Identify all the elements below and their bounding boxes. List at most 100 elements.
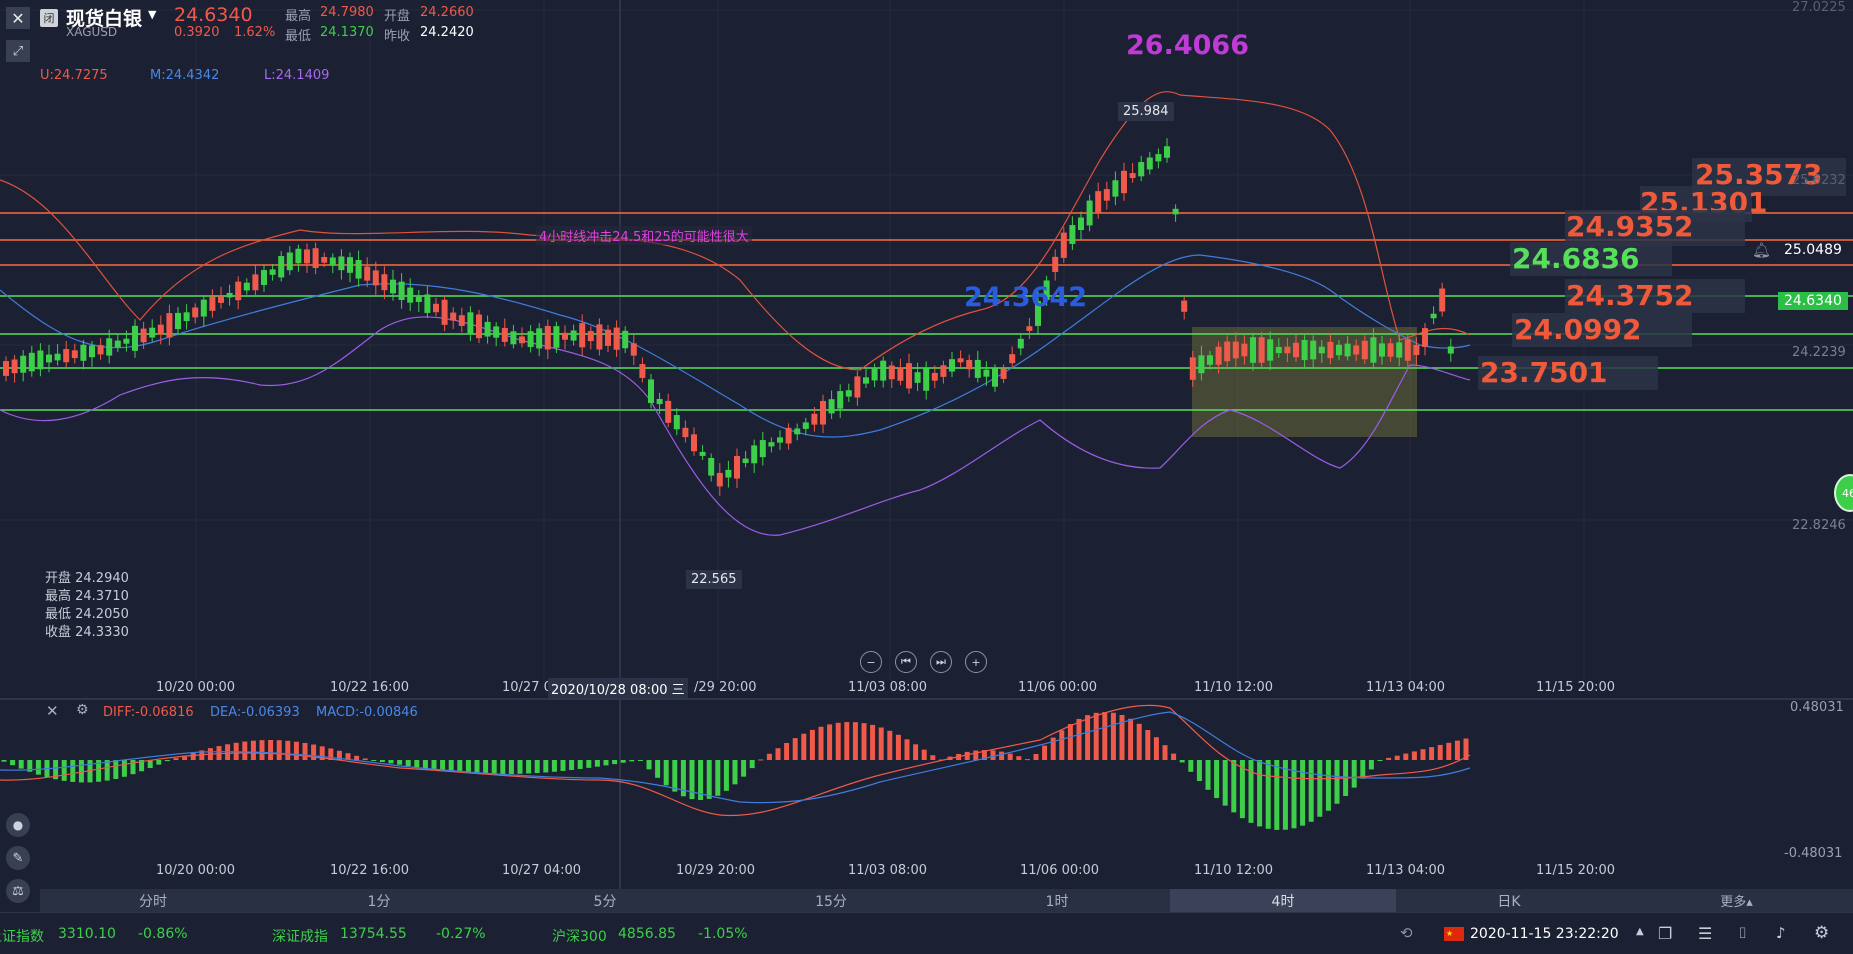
macd-bar — [259, 740, 265, 760]
macd-dea-value: DEA:-0.06393 — [210, 705, 300, 720]
macd-bar — [1368, 760, 1374, 770]
candle-body — [1035, 301, 1041, 326]
boll-middle-value: M:24.4342 — [150, 68, 220, 83]
macd-bar — [354, 755, 360, 760]
macd-bar — [182, 755, 188, 760]
sound-icon[interactable]: ♪ — [1776, 924, 1786, 942]
macd-bar — [852, 722, 858, 760]
macd-bar — [362, 758, 368, 760]
tab-timeframe[interactable]: 1分 — [367, 893, 391, 910]
candle-body — [1103, 189, 1110, 201]
prevclose-value: 24.2420 — [420, 25, 474, 40]
tab-timeframe[interactable]: 1时 — [1045, 893, 1069, 910]
price-axis-alert: 25.0489 — [1784, 242, 1842, 258]
macd-bar — [981, 750, 987, 760]
crosshair-time-label: 2020/10/28 08:00 三 — [548, 678, 688, 699]
macd-bar — [1317, 760, 1323, 817]
open-value: 24.2660 — [420, 5, 474, 20]
macd-chart[interactable] — [0, 700, 1853, 890]
expand-up-icon[interactable]: ▲ — [1636, 926, 1644, 937]
instrument-dropdown-icon[interactable]: ▼ — [148, 8, 157, 21]
candle-body — [992, 368, 998, 387]
macd-bar — [1222, 760, 1228, 806]
zoom-in-icon[interactable]: + — [965, 651, 987, 673]
candle-body — [1379, 343, 1385, 357]
macd-bar — [431, 760, 437, 770]
candle-body — [1413, 344, 1420, 356]
macd-bar — [775, 748, 781, 760]
macd-bar — [878, 727, 884, 760]
candle-body — [1232, 341, 1239, 359]
macd-bar — [371, 760, 377, 761]
macd-bar — [130, 760, 136, 775]
index-name[interactable]: 沪深300 — [552, 929, 607, 945]
index-name[interactable]: 深证成指 — [272, 929, 328, 945]
candle-body — [811, 413, 818, 425]
macd-bar — [844, 722, 850, 760]
macd-bar — [173, 758, 179, 760]
instrument-name[interactable]: 现货白银 — [66, 8, 143, 30]
candle-body — [157, 324, 164, 335]
index-name[interactable]: 上证指数 — [0, 929, 44, 945]
tab-timeframe-active[interactable]: 4时 — [1170, 889, 1396, 912]
indicator-icon[interactable]: ⚖ — [6, 879, 30, 903]
china-flag-icon: ★ — [1444, 927, 1464, 941]
candle-body — [1009, 354, 1016, 364]
candle-body — [501, 327, 508, 342]
candle-body — [1215, 346, 1222, 365]
tab-more[interactable]: 更多▴ — [1720, 895, 1753, 910]
chart-annotation[interactable]: 4小时线冲击24.5和25的可能性很大 — [536, 226, 752, 245]
scroll-start-icon[interactable]: ⏮ — [895, 651, 917, 673]
crosshair-tool-icon[interactable]: ⤢ — [6, 40, 30, 62]
candle-body — [1293, 342, 1299, 358]
level-label-3: 24.9352 — [1566, 210, 1694, 243]
hover-low: 最低 24.2050 — [45, 607, 129, 622]
candle-body — [458, 315, 465, 326]
candle-body — [828, 399, 835, 414]
tab-timeframe[interactable]: 5分 — [593, 893, 617, 910]
macd-bar — [1265, 760, 1271, 829]
connection-icon[interactable]: ⟲ — [1400, 924, 1413, 942]
candle-body — [1318, 346, 1325, 354]
panel-divider[interactable] — [0, 698, 1853, 700]
candle-body — [1000, 368, 1007, 379]
market-closed-badge: 闭 — [40, 9, 58, 27]
scroll-end-icon[interactable]: ⏭ — [930, 651, 952, 673]
window-icon[interactable]: ❐ — [1658, 924, 1673, 943]
close-button[interactable]: ✕ — [6, 7, 30, 29]
draw-tool-icon[interactable]: ● — [6, 813, 30, 837]
candle-body — [536, 328, 543, 349]
zoom-out-icon[interactable]: − — [860, 651, 882, 673]
tab-timeframe[interactable]: 分时 — [139, 893, 167, 910]
tab-timeframe[interactable]: 15分 — [815, 893, 847, 910]
time-axis-label: 11/13 04:00 — [1366, 680, 1446, 695]
list-icon[interactable]: ☰ — [1698, 924, 1713, 943]
macd-settings-icon[interactable]: ⚙ — [76, 702, 89, 718]
macd-bar — [663, 760, 669, 786]
hover-close: 收盘 24.3330 — [45, 625, 129, 640]
macd-bar — [1, 760, 7, 762]
macd-bar — [414, 760, 420, 768]
macd-time-label: 11/06 00:00 — [1020, 863, 1100, 878]
macd-bar — [1162, 745, 1168, 760]
candle-body — [321, 256, 328, 263]
macd-bar — [491, 760, 497, 774]
alert-bell-icon[interactable]: 🔔︎ — [1752, 241, 1772, 259]
candle-body — [906, 363, 912, 389]
candle-body — [622, 330, 629, 349]
tab-timeframe[interactable]: 日K — [1497, 893, 1521, 910]
candle-body — [1207, 355, 1213, 365]
main-price-chart[interactable] — [0, 0, 1853, 700]
candle-body — [1095, 191, 1102, 214]
macd-bar — [474, 760, 480, 774]
candle-body — [708, 457, 715, 476]
macd-close-icon[interactable]: ✕ — [46, 702, 59, 720]
macd-bar — [938, 759, 944, 761]
macd-bar — [1145, 730, 1151, 760]
candle-body — [252, 274, 259, 291]
candle-body — [630, 343, 637, 356]
camera-icon[interactable]: ⌷ — [1738, 924, 1748, 942]
candle-body — [484, 321, 491, 337]
settings-gear-icon[interactable]: ⚙ — [1814, 923, 1830, 943]
pencil-icon[interactable]: ✎ — [6, 846, 30, 870]
